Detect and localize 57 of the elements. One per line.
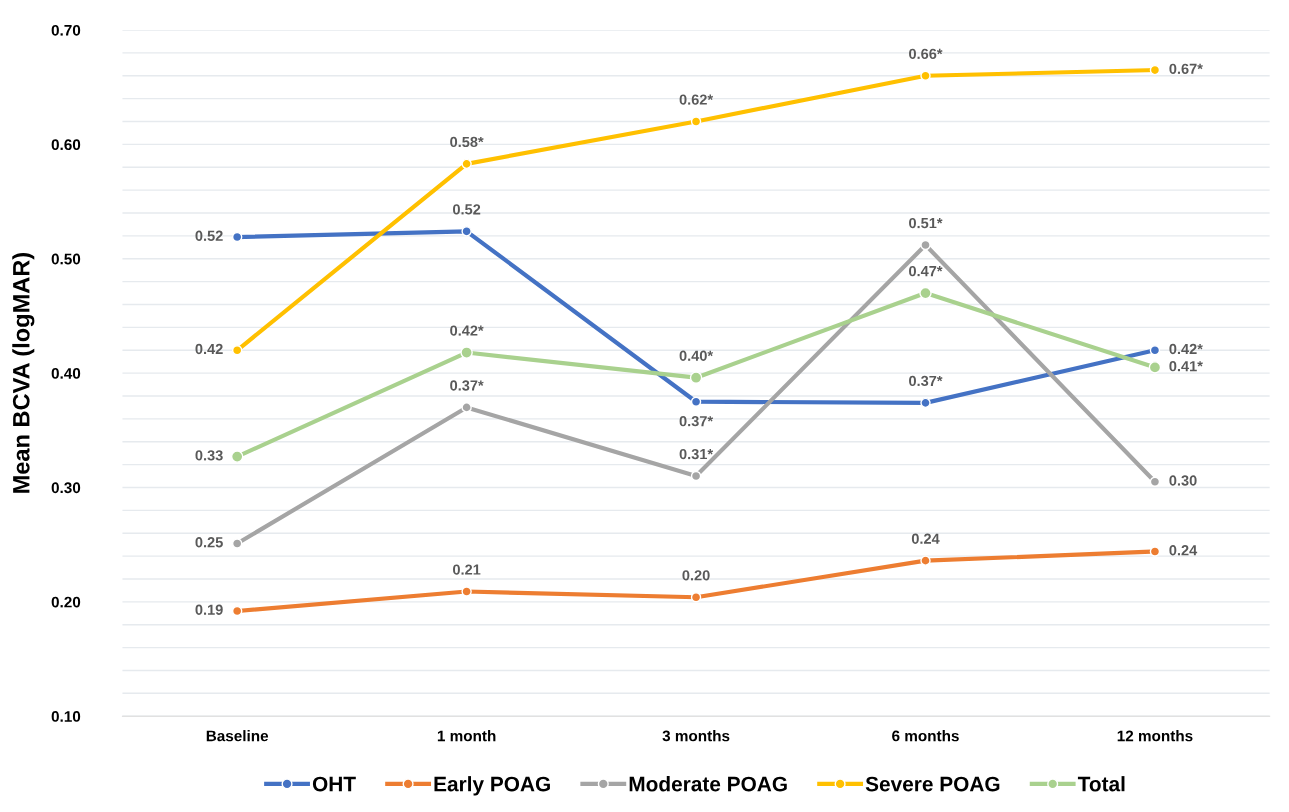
- point: [461, 402, 472, 413]
- data-label: 0.31*: [679, 448, 714, 460]
- data-label: 0.37*: [679, 415, 714, 427]
- point: [690, 592, 702, 603]
- data-label: 0.37*: [909, 375, 943, 387]
- point: [690, 396, 702, 407]
- point: [460, 346, 473, 359]
- y-tick-label: 0.20: [51, 596, 81, 608]
- y-tick-label: 0.30: [51, 482, 81, 494]
- x-tick-label: 12 months: [1117, 730, 1193, 742]
- point: [230, 450, 244, 463]
- y-tick-label: 0.70: [51, 24, 81, 36]
- point: [461, 158, 472, 170]
- x-tick-label: 6 months: [892, 730, 959, 742]
- data-label: 0.52: [195, 230, 223, 241]
- data-label: 0.66*: [909, 48, 943, 60]
- data-label: 0.42: [195, 343, 223, 355]
- y-tick-label: 0.60: [51, 139, 81, 151]
- y-tick-label: 0.40: [51, 367, 81, 379]
- legend-label: Total: [1077, 776, 1125, 792]
- legend-label: Moderate POAG: [629, 776, 787, 792]
- point: [461, 226, 472, 237]
- legend-label: Severe POAG: [865, 776, 1000, 792]
- data-label: 0.51*: [909, 217, 943, 229]
- y-tick-label: 0.10: [51, 711, 81, 722]
- data-label: 0.42*: [1169, 343, 1203, 355]
- point: [690, 116, 702, 127]
- y-axis-title: Mean BCVA (logMAR): [12, 252, 35, 493]
- data-label: 0.47*: [909, 265, 943, 277]
- point: [461, 586, 472, 597]
- data-label: 0.33: [195, 450, 223, 461]
- data-label: 0.41*: [1169, 360, 1203, 372]
- x-tick-label: 1 month: [437, 730, 496, 742]
- data-label: 0.42*: [450, 325, 484, 336]
- data-label: 0.30: [1169, 475, 1197, 486]
- point: [1148, 361, 1162, 374]
- legend-label: OHT: [312, 776, 356, 792]
- point: [920, 555, 931, 566]
- data-label: 0.20: [682, 570, 710, 581]
- data-label: 0.37*: [450, 380, 484, 391]
- data-label: 0.24: [1169, 545, 1198, 556]
- data-label: 0.67*: [1169, 63, 1203, 74]
- data-label: 0.58*: [450, 136, 484, 148]
- data-label: 0.62*: [679, 94, 714, 105]
- data-label: 0.21: [453, 564, 481, 575]
- data-label: 0.52: [453, 204, 481, 215]
- point: [689, 371, 703, 384]
- x-tick-label: 3 months: [662, 730, 730, 742]
- data-label: 0.40*: [679, 350, 714, 361]
- point: [920, 70, 931, 81]
- legend-label: Early POAG: [434, 776, 550, 796]
- data-label: 0.24: [911, 533, 940, 544]
- x-tick-label: Baseline: [206, 730, 269, 742]
- data-label: 0.19: [195, 604, 223, 615]
- data-label: 0.25: [195, 537, 223, 548]
- point: [919, 286, 932, 300]
- y-tick-label: 0.50: [51, 253, 81, 265]
